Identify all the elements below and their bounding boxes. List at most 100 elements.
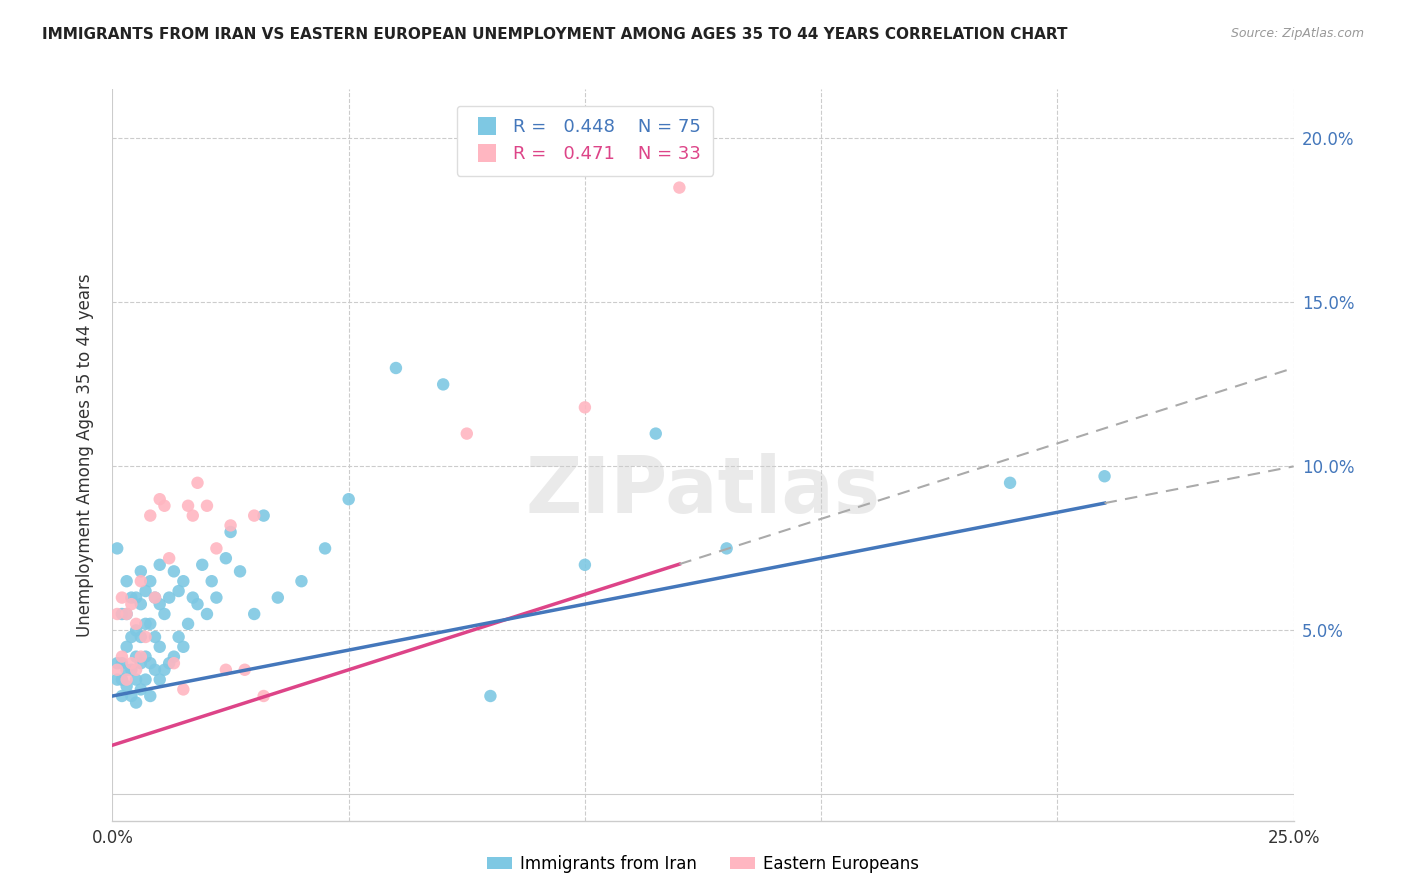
Point [205, 591, 228, 605]
Point [105, 541, 128, 556]
Point [157, 656, 180, 670]
Point [177, 499, 200, 513]
Point [120, 591, 142, 605]
Point [574, 401, 596, 415]
Point [125, 616, 148, 631]
Point [432, 377, 454, 392]
Point [125, 696, 148, 710]
Point [644, 426, 666, 441]
Point [163, 649, 186, 664]
Point [163, 656, 186, 670]
Point [139, 656, 162, 670]
Point [186, 475, 208, 490]
Point [191, 558, 214, 572]
Point [201, 574, 224, 589]
Point [157, 551, 180, 566]
Point [195, 607, 218, 621]
Point [167, 630, 190, 644]
Point [153, 499, 176, 513]
Y-axis label: Unemployment Among Ages 35 to 44 years: Unemployment Among Ages 35 to 44 years [76, 273, 94, 637]
Point [186, 597, 208, 611]
Point [120, 630, 142, 644]
Point [139, 574, 162, 589]
Point [115, 574, 138, 589]
Point [229, 565, 252, 579]
Point [120, 656, 142, 670]
Point [267, 591, 290, 605]
Point [163, 565, 186, 579]
Text: Source: ZipAtlas.com: Source: ZipAtlas.com [1230, 27, 1364, 40]
Point [129, 597, 152, 611]
Point [120, 597, 142, 611]
Point [167, 584, 190, 599]
Point [215, 551, 238, 566]
Point [205, 541, 228, 556]
Point [172, 574, 194, 589]
Point [143, 630, 166, 644]
Point [290, 574, 312, 589]
Point [115, 607, 138, 621]
Point [219, 524, 242, 539]
Point [125, 591, 148, 605]
Point [243, 508, 266, 523]
Point [177, 616, 200, 631]
Point [479, 689, 502, 703]
Point [139, 689, 162, 703]
Point [153, 663, 176, 677]
Point [129, 630, 152, 644]
Point [111, 591, 134, 605]
Point [115, 679, 138, 693]
Point [219, 518, 242, 533]
Point [125, 624, 148, 638]
Point [111, 689, 134, 703]
Point [111, 649, 134, 664]
Point [385, 361, 408, 376]
Point [668, 180, 690, 194]
Point [135, 649, 157, 664]
Point [139, 508, 162, 523]
Point [135, 673, 157, 687]
Point [115, 673, 138, 687]
Point [125, 663, 148, 677]
Point [337, 492, 360, 507]
Point [129, 656, 152, 670]
Point [111, 607, 134, 621]
Point [105, 656, 128, 670]
Legend: R =   0.448    N = 75, R =   0.471    N = 33: R = 0.448 N = 75, R = 0.471 N = 33 [457, 105, 713, 176]
Point [149, 640, 172, 654]
Point [129, 682, 152, 697]
Point [149, 558, 172, 572]
Point [456, 426, 478, 441]
Point [1094, 469, 1116, 483]
Point [243, 607, 266, 621]
Point [574, 558, 596, 572]
Point [149, 673, 172, 687]
Point [172, 640, 194, 654]
Point [143, 591, 166, 605]
Point [111, 673, 134, 687]
Point [129, 649, 152, 664]
Point [111, 656, 134, 670]
Point [181, 508, 204, 523]
Point [253, 508, 276, 523]
Point [120, 689, 142, 703]
Point [153, 607, 176, 621]
Point [105, 607, 128, 621]
Point [149, 492, 172, 507]
Point [105, 673, 128, 687]
Point [716, 541, 738, 556]
Point [998, 475, 1021, 490]
Point [143, 663, 166, 677]
Point [195, 499, 218, 513]
Point [215, 663, 238, 677]
Point [115, 663, 138, 677]
Point [172, 682, 194, 697]
Point [129, 565, 152, 579]
Point [129, 574, 152, 589]
Legend: Immigrants from Iran, Eastern Europeans: Immigrants from Iran, Eastern Europeans [479, 848, 927, 880]
Point [120, 663, 142, 677]
Point [314, 541, 336, 556]
Point [139, 616, 162, 631]
Point [115, 640, 138, 654]
Point [105, 663, 128, 677]
